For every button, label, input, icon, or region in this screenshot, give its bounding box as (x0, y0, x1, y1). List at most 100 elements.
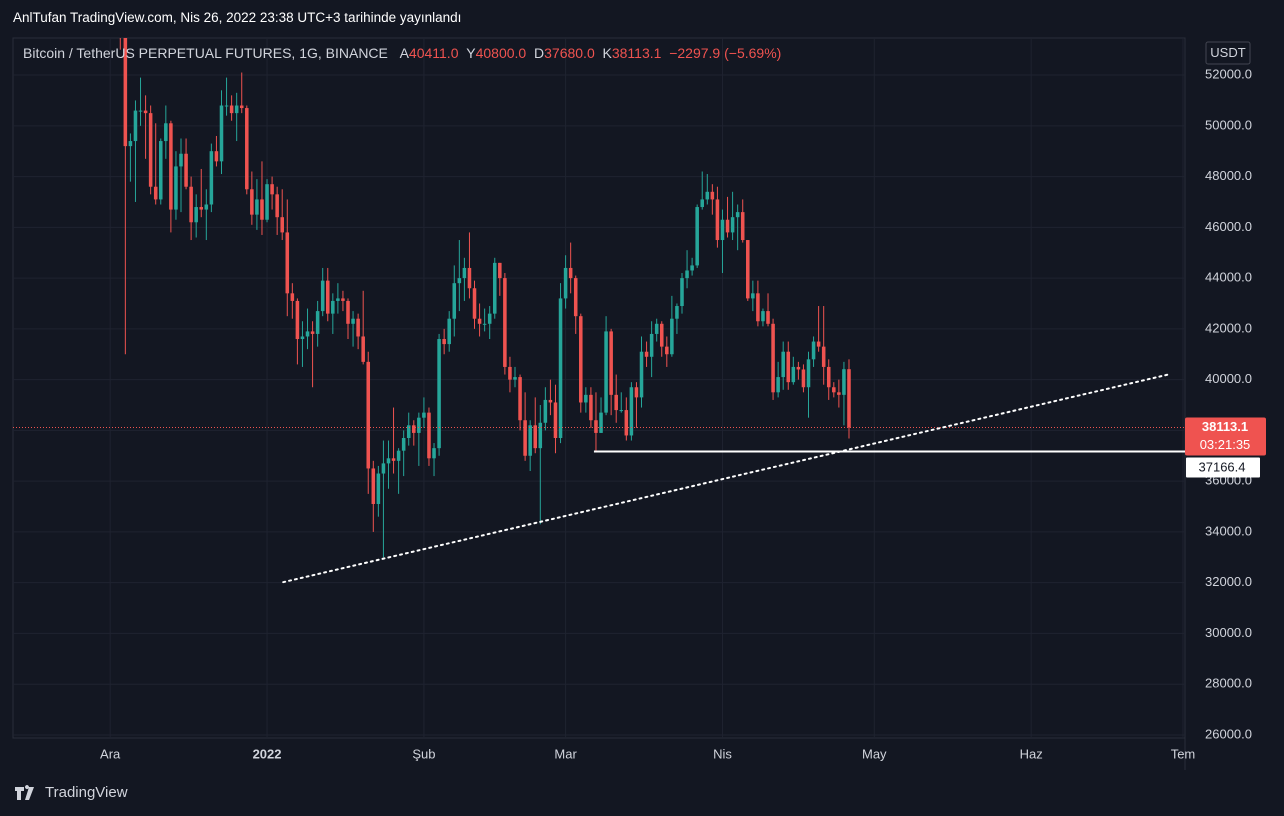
candle-body (806, 359, 811, 388)
publish-info: AnlTufan TradingView.com, Nis 26, 2022 2… (13, 10, 462, 25)
candle-body (548, 399, 553, 403)
candle-body (386, 458, 391, 464)
candle-body (179, 153, 183, 167)
candle-body (427, 412, 431, 459)
y-tick-label: 32000.0 (1205, 574, 1252, 589)
candle-body (209, 151, 214, 205)
open-value: 40411.0 (408, 45, 459, 61)
candle-body (730, 217, 735, 233)
candle-body (356, 318, 360, 337)
candle-body (270, 184, 274, 195)
candle-body (786, 351, 791, 383)
candle-body (710, 191, 715, 200)
candle-body (614, 394, 618, 411)
currency-box[interactable] (1205, 41, 1251, 65)
candle-body (412, 425, 416, 433)
candle-body (184, 153, 188, 187)
candle-body (325, 280, 330, 314)
candle-body (842, 369, 846, 395)
y-tick-label: 44000.0 (1205, 270, 1252, 285)
candle-body (133, 110, 138, 142)
candle-body (189, 186, 193, 223)
x-tick-label: Şub (412, 746, 435, 761)
candle-body (791, 366, 796, 383)
candle-body (558, 298, 563, 438)
candle-body (634, 387, 639, 398)
candle-body (695, 207, 699, 266)
y-tick-label: 30000.0 (1205, 625, 1252, 640)
candle-body (315, 311, 320, 334)
candle-body (528, 425, 532, 456)
horizontal-line-tag (1186, 457, 1260, 478)
candle-body (123, 38, 128, 147)
candle-body (533, 425, 538, 449)
countdown: 03:21:35 (1200, 437, 1251, 452)
candle-body (523, 420, 527, 456)
y-tick-label: 50000.0 (1205, 117, 1252, 132)
candle-body (644, 351, 649, 357)
y-tick-label: 52000.0 (1205, 66, 1252, 81)
brand: TradingView (45, 784, 128, 801)
close-label: K (602, 45, 612, 61)
high-label: Y (466, 45, 476, 61)
x-tick-label: Tem (1171, 746, 1196, 761)
candle-body (336, 298, 340, 301)
candle-body (174, 166, 178, 210)
candle-body (164, 123, 168, 142)
candle-body (801, 369, 806, 388)
x-tick-label: May (862, 746, 887, 761)
candle-body (553, 402, 558, 438)
candle-body (447, 318, 451, 345)
candle-body (239, 105, 244, 109)
candle-body (589, 394, 593, 421)
change: −2297.9 (−5.69%) (669, 45, 782, 61)
y-tick-label: 40000.0 (1205, 371, 1252, 386)
candle-body (680, 278, 684, 307)
candle-body (204, 204, 209, 210)
candle-body (487, 313, 492, 324)
x-tick-label: Mar (554, 746, 577, 761)
y-tick-label: 46000.0 (1205, 219, 1252, 234)
candle-body (811, 341, 816, 360)
candle-body (670, 318, 674, 355)
candle-body (396, 450, 401, 461)
candle-body (467, 267, 472, 289)
last-price-tag (1185, 417, 1266, 456)
candle-body (158, 141, 163, 200)
candle-body (300, 336, 305, 340)
candle-body (229, 105, 234, 114)
candle-body (659, 323, 664, 347)
horizontal-line-label: 37166.4 (1199, 459, 1246, 474)
candle-body (796, 366, 801, 370)
candle-body (452, 283, 457, 319)
candle-body (837, 392, 841, 395)
candle-body (705, 191, 710, 200)
candle-body (265, 184, 269, 220)
y-tick-label: 42000.0 (1205, 320, 1252, 335)
candle-body (513, 377, 517, 380)
candle-body (604, 331, 608, 413)
candle-body (503, 278, 507, 367)
candle-body (609, 331, 613, 395)
candle-body (508, 366, 512, 380)
candle-body (771, 323, 775, 393)
plot-area (12, 37, 1186, 739)
footer: TradingView (14, 784, 128, 801)
candle-body (285, 232, 290, 294)
candle-body (492, 262, 497, 314)
candle-body (766, 311, 770, 324)
candle-body (401, 438, 406, 451)
candle-body (391, 458, 396, 461)
candle-body (219, 105, 224, 162)
candle-body (654, 323, 659, 334)
candle-body (234, 105, 239, 114)
candle-body (756, 293, 760, 322)
candle-body (199, 207, 204, 210)
candle-body (169, 123, 173, 210)
candle-body (153, 186, 158, 200)
high-value: 40800.0 (475, 45, 527, 61)
candle-body (472, 288, 477, 319)
candle-body (442, 339, 446, 345)
candle-body (498, 262, 502, 279)
candle-body (584, 394, 588, 403)
